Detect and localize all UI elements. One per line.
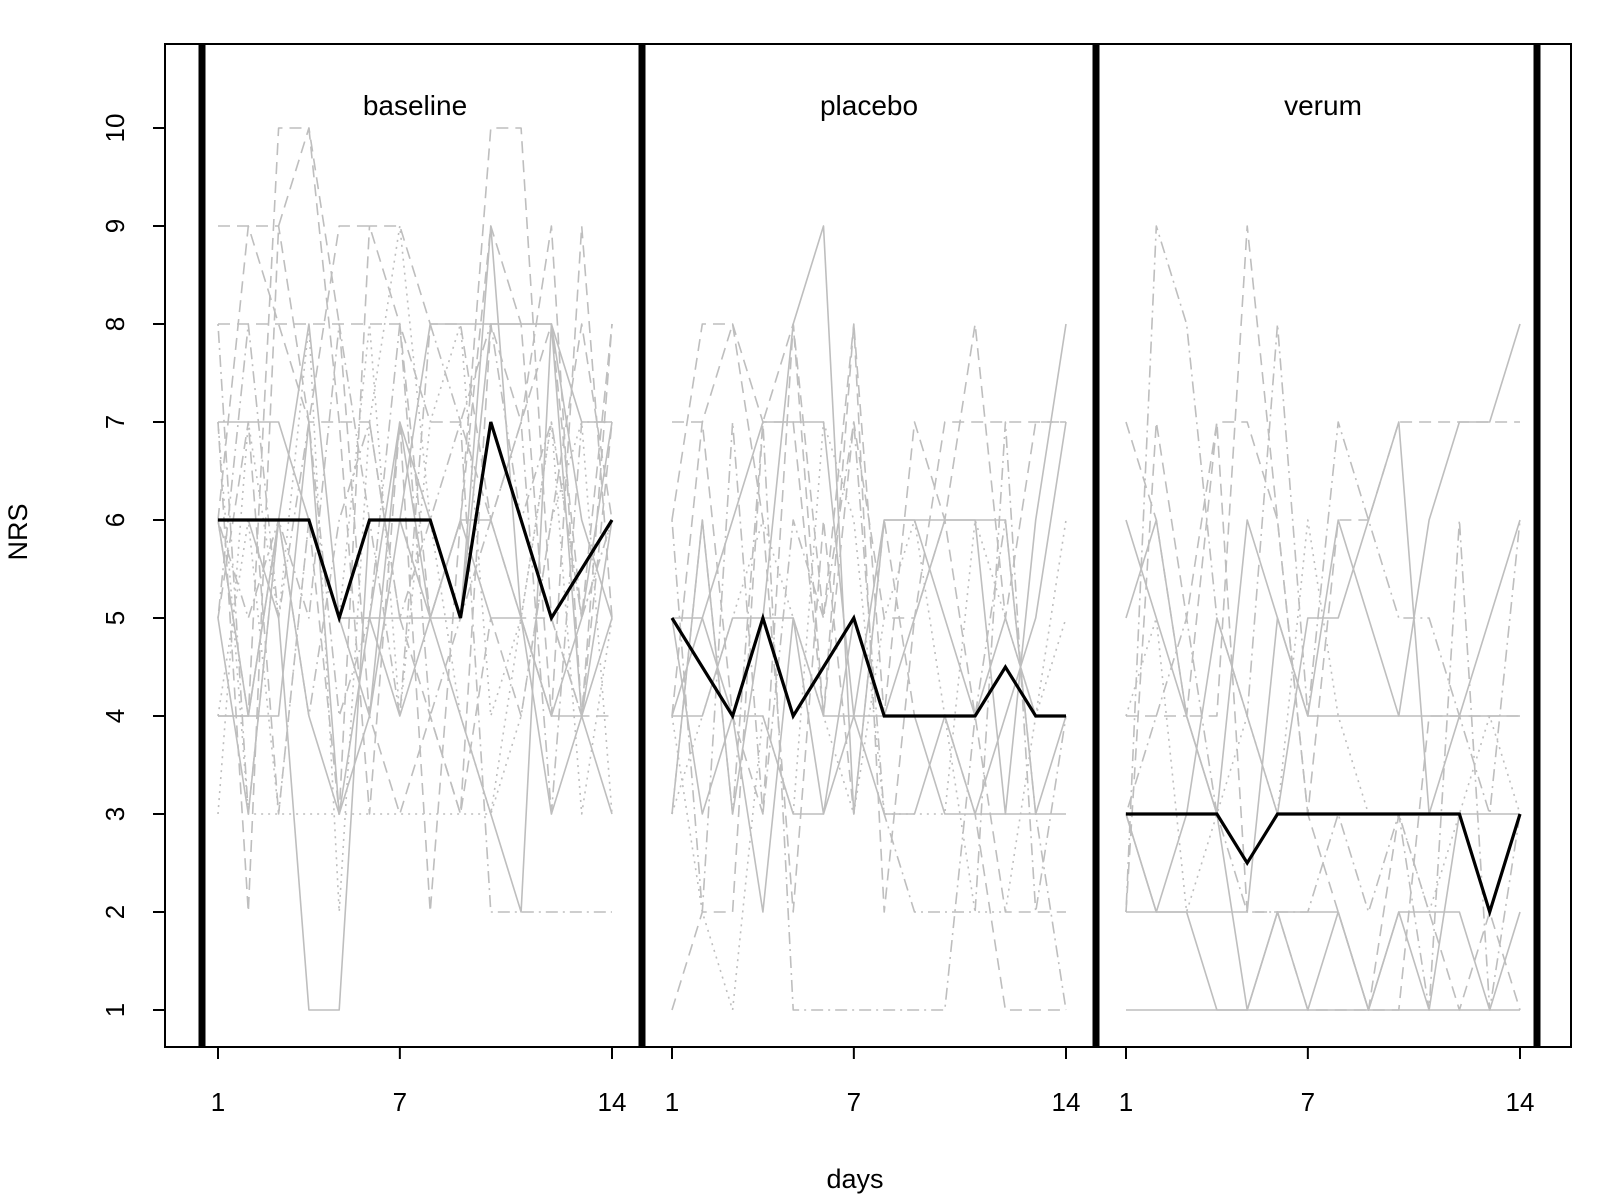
- x-tick-label: 7: [1301, 1087, 1315, 1117]
- individual-series-line: [671, 421, 1067, 1011]
- x-axis-label: days: [826, 1164, 883, 1194]
- x-tick-label: 1: [665, 1087, 679, 1117]
- panels-layer: baseline 1 7 14 placebo 1 7 14 verum 1 7 14: [198, 44, 1541, 1117]
- individual-series-line: [1125, 519, 1520, 1011]
- y-tick-label: 6: [100, 513, 130, 527]
- y-tick-label: 7: [100, 415, 130, 429]
- individual-series-line: [1125, 225, 1520, 815]
- individual-series-line: [672, 617, 1066, 815]
- individual-series-line: [671, 421, 1067, 913]
- y-tick-label: 1: [100, 1003, 130, 1017]
- individual-series-line: [1125, 421, 1521, 1011]
- panel-placebo: placebo 1 7 14: [665, 90, 1081, 1117]
- y-tick-label: 8: [100, 317, 130, 331]
- individual-series-line: [218, 225, 613, 717]
- y-tick-label: 10: [100, 114, 130, 143]
- individual-series-line: [672, 323, 1066, 913]
- x-tick-label: 1: [1119, 1087, 1133, 1117]
- individual-series-line: [218, 323, 613, 717]
- individual-series-line: [671, 421, 1066, 717]
- individual-series-line: [217, 323, 613, 815]
- individual-series-line: [1126, 911, 1521, 1011]
- y-tick-label: 3: [100, 807, 130, 821]
- individual-series-line: [217, 323, 613, 913]
- individual-series-line: [1126, 813, 1520, 1011]
- y-axis: 1 2 3 4 5 6 7 8 9 10: [100, 114, 165, 1017]
- panel-label: baseline: [363, 90, 467, 121]
- y-tick-label: 5: [100, 611, 130, 625]
- x-tick-label: 7: [393, 1087, 407, 1117]
- x-tick-label: 14: [1052, 1087, 1081, 1117]
- x-tick-label: 14: [598, 1087, 627, 1117]
- individual-series-line: [1125, 225, 1521, 913]
- mean-series-line: [670, 612, 1066, 720]
- y-tick-label: 9: [100, 219, 130, 233]
- mean-series-line: [1126, 812, 1522, 918]
- individual-series-line: [218, 323, 613, 717]
- individual-series-line: [218, 323, 613, 1011]
- y-tick-label: 2: [100, 905, 130, 919]
- individual-series-line: [1125, 519, 1521, 1011]
- x-tick-label: 14: [1506, 1087, 1535, 1117]
- individual-series-line: [1126, 421, 1520, 1011]
- individual-series-line: [671, 323, 1066, 1011]
- x-tick-label: 7: [847, 1087, 861, 1117]
- panel-verum: verum 1 7 14: [1119, 90, 1535, 1117]
- y-axis-label: NRS: [3, 503, 33, 560]
- mean-series-line: [218, 421, 614, 624]
- individual-series-line: [217, 323, 612, 815]
- plot-frame: [164, 43, 1572, 1048]
- individual-series-line: [1125, 519, 1521, 913]
- panel-label: verum: [1284, 90, 1362, 121]
- individual-series-line: [217, 323, 613, 717]
- individual-series-line: [671, 421, 1067, 1011]
- individual-series-line: [217, 225, 613, 815]
- panel-baseline: baseline 1 7 14: [211, 90, 627, 1117]
- individual-series-line: [217, 127, 612, 913]
- individual-series-line: [217, 421, 613, 815]
- y-tick-label: 4: [100, 709, 130, 723]
- individual-series-line: [671, 519, 1067, 913]
- x-tick-label: 1: [211, 1087, 225, 1117]
- panel-label: placebo: [820, 90, 918, 121]
